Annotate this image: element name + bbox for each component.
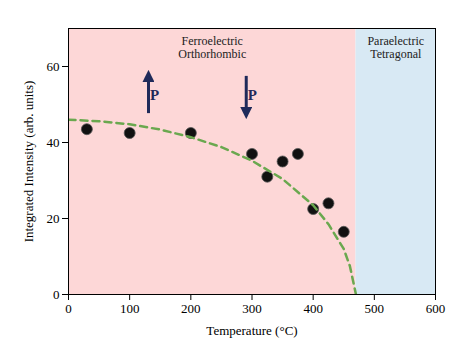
svg-text:P: P (248, 87, 257, 103)
svg-text:400: 400 (303, 301, 323, 316)
svg-text:FerroelectricOrthorhombic: FerroelectricOrthorhombic (178, 34, 246, 61)
svg-text:40: 40 (47, 135, 60, 150)
svg-text:ParaelectricTetragonal: ParaelectricTetragonal (367, 34, 424, 61)
svg-text:Temperature (°C): Temperature (°C) (206, 323, 297, 338)
svg-text:500: 500 (365, 301, 385, 316)
svg-text:20: 20 (47, 211, 60, 226)
svg-text:0: 0 (65, 301, 72, 316)
svg-text:100: 100 (120, 301, 140, 316)
svg-text:600: 600 (426, 301, 446, 316)
svg-text:200: 200 (181, 301, 201, 316)
svg-text:Integrated Intensity (arb. uni: Integrated Intensity (arb. units) (21, 81, 36, 243)
svg-text:P: P (150, 87, 159, 103)
svg-text:300: 300 (242, 301, 262, 316)
svg-text:0: 0 (53, 287, 60, 302)
svg-text:60: 60 (47, 59, 60, 74)
